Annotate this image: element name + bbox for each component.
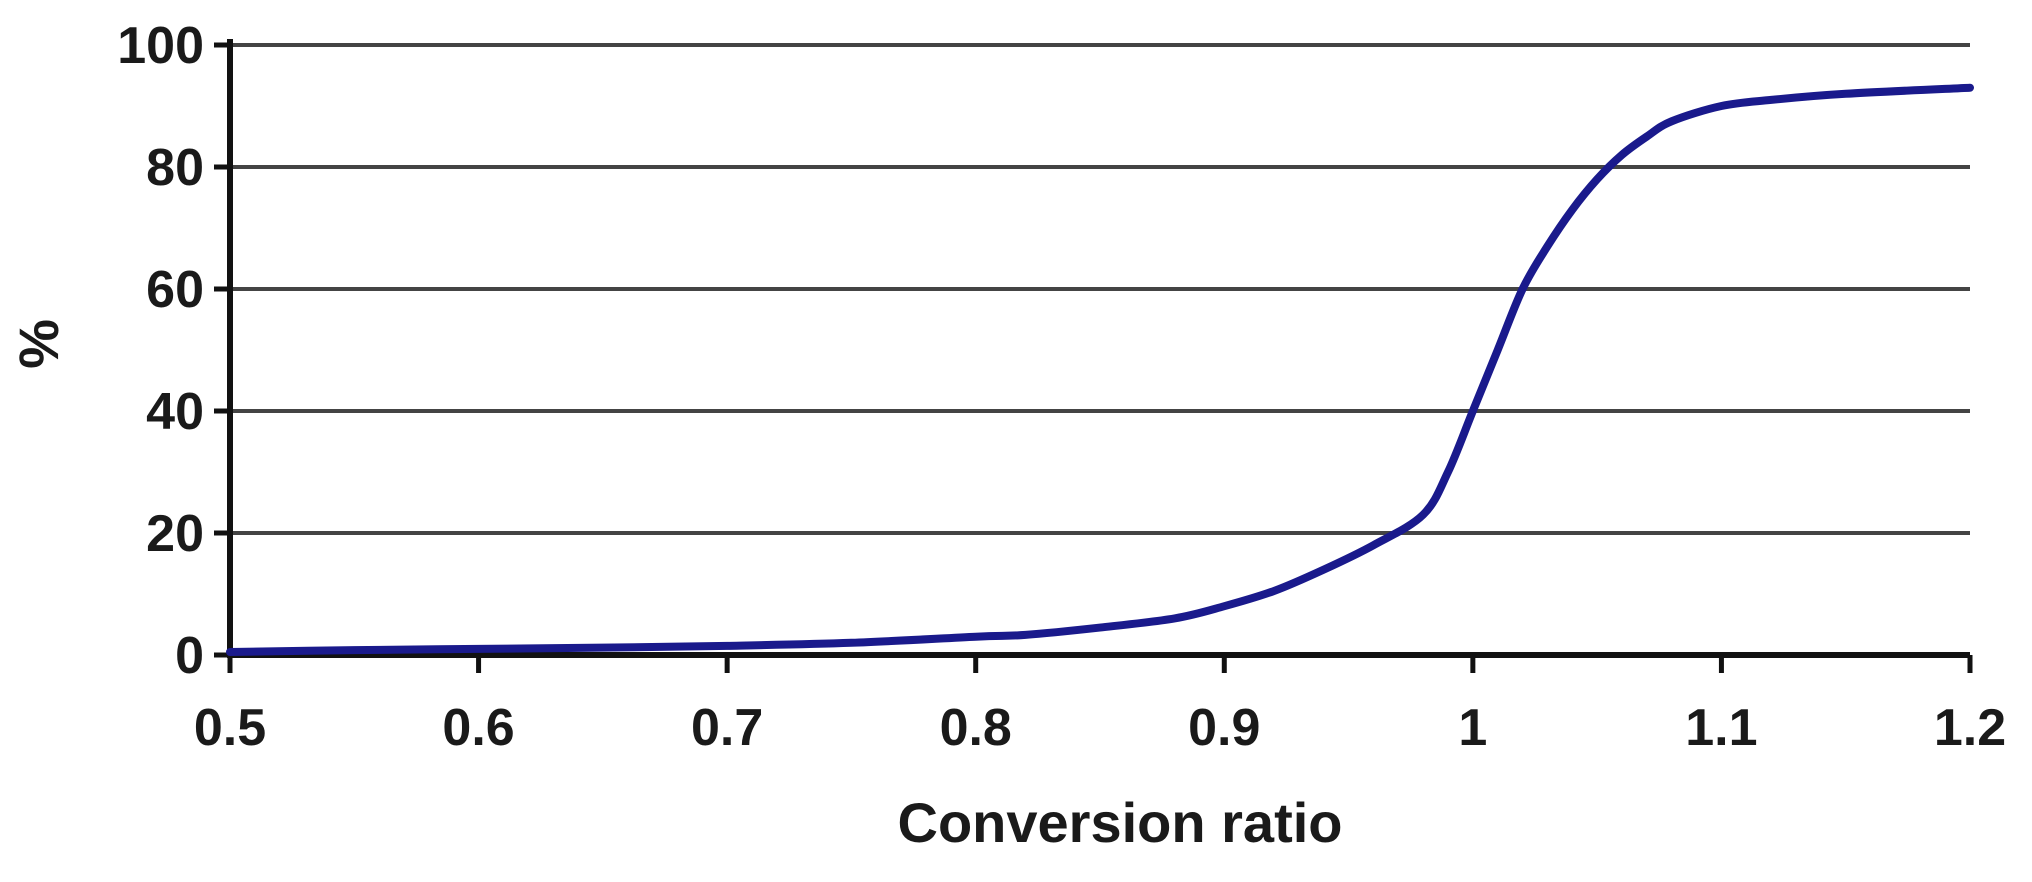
y-tick-label: 40 [146,383,204,441]
y-tick-label: 0 [175,627,204,685]
y-tick-label: 80 [146,139,204,197]
x-tick-label: 0.7 [691,699,763,757]
x-tick-label: 1.2 [1934,699,2006,757]
series [226,83,1974,656]
x-tick-label: 0.9 [1188,699,1260,757]
grid-lines [230,43,1970,535]
series-line-0 [226,83,1974,656]
x-tick-labels: 0.5 0.6 0.7 0.8 0.9 1 1.1 1.2 [194,699,2006,757]
x-tick-label: 0.5 [194,699,266,757]
y-tick-label: 60 [146,261,204,319]
x-tick-label: 1.1 [1685,699,1757,757]
y-axis-label: % [7,319,70,369]
x-tick-label: 1 [1458,699,1487,757]
y-tick-labels: 0 20 40 60 80 100 [117,17,204,685]
axes [214,39,1973,673]
y-tick-label: 20 [146,505,204,563]
x-tick-label: 0.6 [442,699,514,757]
x-tick-label: 0.8 [940,699,1012,757]
y-tick-label: 100 [117,17,204,75]
x-axis-label: Conversion ratio [898,791,1343,854]
